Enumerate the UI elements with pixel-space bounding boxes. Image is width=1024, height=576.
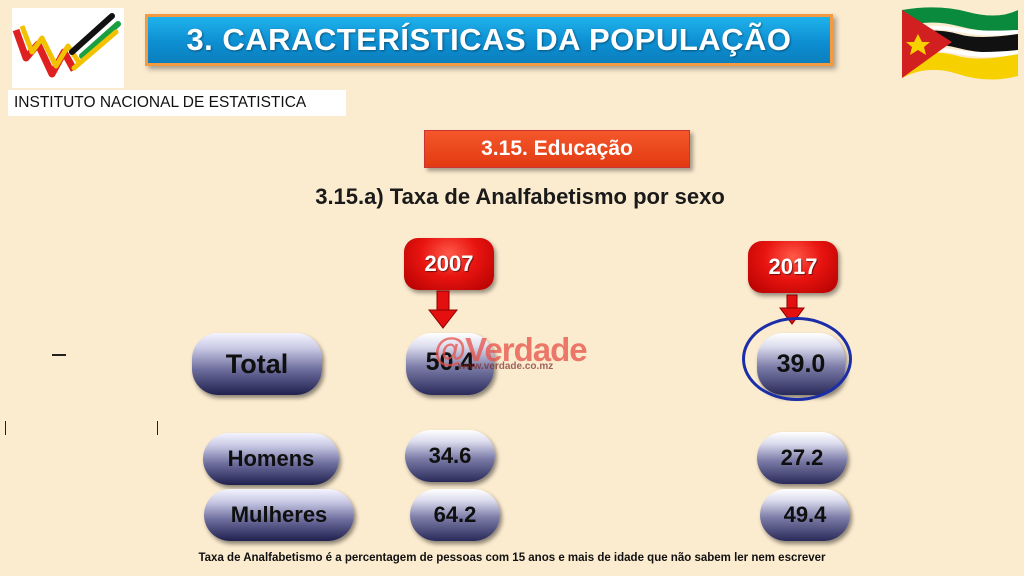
- watermark-brand: @Verdade: [434, 331, 588, 368]
- footnote: Taxa de Analfabetismo é a percentagem de…: [198, 552, 826, 564]
- value-mulheres-2007: 64.2: [410, 489, 500, 541]
- institute-name: INSTITUTO NACIONAL DE ESTATISTICA: [8, 90, 346, 116]
- section-label: 3.15. Educação: [424, 130, 690, 168]
- ine-logo: [12, 8, 124, 88]
- chart-title: 3.15.a) Taxa de Analfabetismo por sexo: [315, 184, 725, 209]
- row-label-mulheres: Mulheres: [204, 489, 354, 541]
- value-total-2007: 50.4: [406, 333, 494, 395]
- decorative-tick: [5, 421, 6, 435]
- year-tag-2007: 2007: [404, 238, 494, 290]
- flag-icon: [902, 7, 1018, 80]
- decorative-tick: [157, 421, 158, 435]
- watermark: @Verdade www.verdade.co.mz: [428, 331, 588, 375]
- ine-logo-graphic: [12, 13, 121, 78]
- watermark-url: www.verdade.co.mz: [458, 361, 554, 372]
- value-mulheres-2017: 49.4: [760, 489, 850, 541]
- row-label-homens: Homens: [203, 433, 339, 485]
- row-label-total: Total: [192, 333, 322, 395]
- value-homens-2007: 34.6: [405, 430, 495, 482]
- value-homens-2017: 27.2: [757, 432, 847, 484]
- decorative-tick: [52, 354, 66, 356]
- down-arrow-icon: [779, 294, 805, 325]
- highlight-circle: [742, 317, 852, 401]
- year-tag-2017: 2017: [748, 241, 838, 293]
- page-title: 3. CARACTERÍSTICAS DA POPULAÇÃO: [145, 14, 833, 66]
- down-arrow-icon: [428, 290, 458, 329]
- mozambique-flag: [898, 4, 1020, 84]
